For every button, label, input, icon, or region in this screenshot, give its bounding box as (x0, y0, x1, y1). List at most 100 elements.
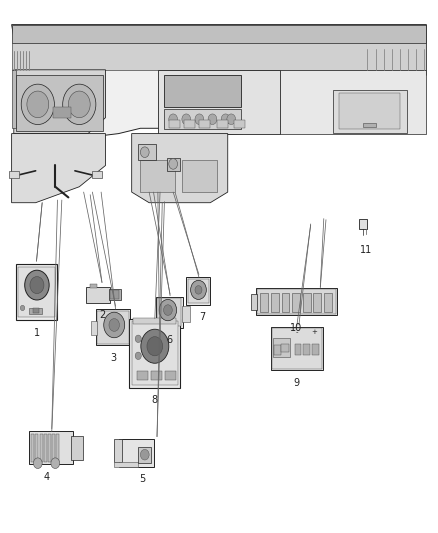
Bar (18, 266, 55, 317)
Bar (303, 293, 311, 312)
Bar (166, 158, 180, 171)
Circle shape (51, 458, 60, 469)
Circle shape (182, 114, 191, 125)
Circle shape (135, 335, 141, 343)
Bar (119, 439, 153, 467)
Bar (53, 107, 71, 118)
Bar (44, 434, 47, 462)
Bar (151, 371, 162, 379)
Circle shape (30, 277, 44, 294)
Text: 4: 4 (43, 472, 49, 482)
Bar (114, 439, 122, 462)
Text: 1: 1 (34, 328, 40, 337)
Circle shape (20, 305, 25, 311)
Bar (169, 120, 180, 128)
Bar (157, 298, 181, 326)
Bar (199, 120, 210, 128)
Circle shape (163, 305, 172, 316)
Bar (332, 90, 407, 133)
Text: 8: 8 (152, 395, 158, 405)
Text: 2: 2 (99, 310, 106, 320)
Bar (164, 75, 241, 107)
Bar (133, 318, 176, 324)
Circle shape (195, 286, 202, 294)
Bar (132, 321, 177, 385)
Bar (12, 25, 426, 43)
Circle shape (227, 114, 236, 125)
Bar (165, 371, 176, 379)
Bar (187, 279, 209, 303)
Polygon shape (12, 134, 106, 203)
Circle shape (104, 312, 125, 338)
Bar (29, 431, 73, 464)
Bar (258, 289, 336, 314)
Bar (272, 328, 321, 368)
Text: -: - (296, 329, 298, 335)
Bar (313, 293, 321, 312)
Bar (97, 311, 129, 344)
Bar (261, 293, 268, 312)
Bar (217, 120, 228, 128)
Bar (141, 160, 175, 192)
Circle shape (208, 114, 217, 125)
Circle shape (141, 449, 149, 460)
Bar (12, 43, 426, 70)
Bar (48, 434, 51, 462)
Text: 6: 6 (166, 335, 172, 345)
Circle shape (25, 270, 49, 300)
Text: 10: 10 (290, 323, 303, 333)
Bar (114, 462, 138, 467)
Circle shape (33, 458, 42, 469)
Bar (274, 345, 281, 356)
Bar (109, 289, 121, 300)
Bar (155, 297, 183, 328)
Text: 11: 11 (360, 245, 372, 255)
Bar (130, 319, 180, 387)
Circle shape (135, 352, 141, 360)
Bar (138, 447, 151, 463)
Bar (35, 434, 39, 462)
Bar (271, 327, 323, 370)
Polygon shape (280, 70, 426, 134)
Bar (10, 171, 19, 177)
Circle shape (141, 147, 149, 158)
Bar (16, 75, 103, 131)
Bar (234, 120, 245, 128)
Circle shape (169, 159, 177, 169)
Bar (31, 434, 34, 462)
Circle shape (169, 114, 177, 125)
Text: 7: 7 (199, 312, 206, 322)
Circle shape (63, 84, 96, 125)
Bar (282, 344, 289, 352)
Bar (164, 109, 241, 130)
Text: 3: 3 (110, 353, 116, 362)
Polygon shape (27, 134, 88, 179)
Bar (339, 93, 400, 130)
Bar (91, 321, 97, 335)
Text: 9: 9 (293, 377, 300, 387)
Circle shape (109, 319, 120, 332)
Bar (110, 290, 119, 299)
Circle shape (21, 84, 54, 125)
Circle shape (159, 300, 177, 321)
Circle shape (191, 280, 206, 300)
Bar (282, 293, 290, 312)
Bar (56, 434, 59, 462)
Text: 5: 5 (139, 474, 146, 484)
Circle shape (147, 337, 162, 356)
Bar (312, 344, 318, 356)
Polygon shape (12, 25, 426, 139)
Bar (138, 144, 155, 160)
Bar (86, 287, 110, 303)
Bar (359, 219, 367, 229)
Bar (303, 344, 310, 356)
Bar (96, 309, 130, 345)
Polygon shape (158, 70, 280, 134)
Bar (16, 264, 57, 320)
Circle shape (141, 329, 169, 364)
Bar (39, 434, 42, 462)
Bar (324, 293, 332, 312)
Circle shape (195, 114, 204, 125)
Bar (32, 309, 39, 313)
Circle shape (27, 91, 49, 118)
